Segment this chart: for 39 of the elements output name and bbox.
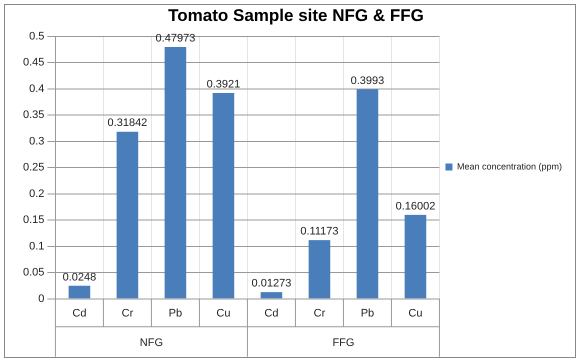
y-tick-label: 0.25 (22, 162, 44, 174)
data-label: 0.47973 (156, 32, 196, 45)
y-tick-label: 0.5 (29, 30, 44, 42)
bar (356, 89, 378, 298)
bar (260, 292, 282, 298)
x-tick-label: Cu (216, 307, 230, 320)
chart-title: Tomato Sample site NFG & FFG (168, 6, 424, 25)
x-tick-label: Cd (72, 307, 86, 320)
x-tick-label: Cd (264, 307, 278, 320)
x-tick-label: Pb (168, 307, 182, 320)
data-label: 0.0248 (62, 271, 96, 284)
x-tick-label: Pb (360, 307, 374, 320)
y-tick-label: 0.15 (22, 214, 44, 226)
data-label: 0.31842 (108, 117, 148, 130)
bar (68, 286, 90, 298)
text: NFG (140, 336, 164, 349)
x-tick-label: Cr (314, 307, 326, 320)
bar (308, 240, 330, 298)
x-tick-label: Cr (122, 307, 134, 320)
data-label: 0.16002 (396, 200, 436, 212)
y-tick-label: 0.2 (29, 188, 44, 200)
data-label: 0.11173 (300, 226, 339, 238)
bar (116, 132, 138, 298)
data-label: 0.01273 (252, 278, 292, 290)
legend-label: Mean concentration (ppm) (456, 161, 562, 172)
y-tick-label: 0.05 (22, 266, 44, 279)
y-tick-label: 0.1 (29, 240, 44, 252)
y-tick-label: 0.4 (29, 82, 44, 95)
y-tick-label: 0.35 (22, 109, 44, 122)
data-label: 0.3993 (350, 74, 384, 87)
text: FFG (332, 336, 354, 349)
bar (164, 47, 186, 298)
data-label: 0.3921 (206, 78, 240, 91)
y-tick-label: 0.3 (29, 135, 44, 148)
bar (212, 93, 234, 298)
y-tick-label: 0.45 (22, 56, 44, 69)
y-tick-label: 0 (38, 292, 44, 305)
x-tick-label: Cu (408, 307, 422, 320)
bar (404, 214, 426, 298)
